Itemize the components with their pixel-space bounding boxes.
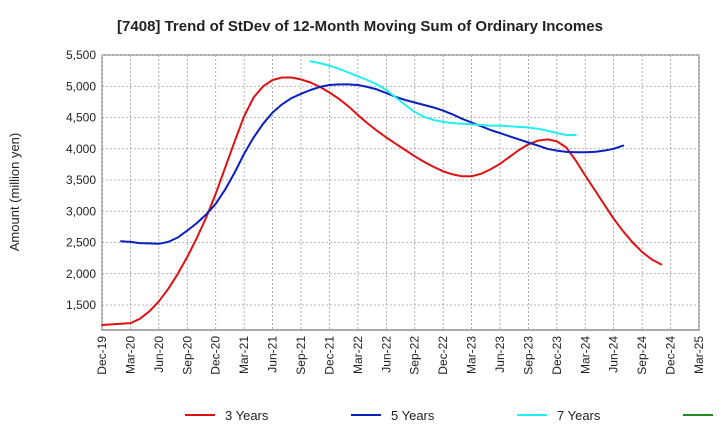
legend-label-7-years: 7 Years	[557, 408, 601, 423]
x-tick-label: Mar-23	[465, 336, 479, 374]
y-tick-label: 4,500	[66, 111, 96, 125]
x-tick-label: Dec-20	[209, 336, 223, 375]
y-tick-label: 5,500	[66, 48, 96, 62]
x-tick-label: Jun-20	[152, 336, 166, 373]
x-tick-label: Jun-23	[493, 336, 507, 373]
x-tick-label: Sep-20	[180, 336, 194, 375]
y-axis-ticks: 1,500 2,000 2,500 3,000 3,500 4,000 4,500 5,000…	[66, 48, 96, 312]
y-tick-label: 3,000	[66, 204, 96, 218]
y-tick-label: 4,000	[66, 142, 96, 156]
plot-area	[101, 54, 700, 331]
series-line-7-years	[309, 60, 577, 136]
y-tick-label: 2,000	[66, 267, 96, 281]
y-tick-label: 5,000	[66, 79, 96, 93]
chart-title: [7408] Trend of StDev of 12-Month Moving…	[117, 18, 603, 35]
x-tick-label: Mar-22	[351, 336, 365, 374]
x-tick-label: Dec-22	[436, 336, 450, 375]
y-tick-label: 1,500	[66, 298, 96, 312]
x-tick-label: Dec-24	[664, 336, 678, 375]
x-tick-label: Sep-22	[408, 336, 422, 375]
x-tick-label: Sep-21	[294, 336, 308, 375]
series-line-5-years	[120, 83, 625, 245]
x-tick-label: Dec-19	[95, 336, 109, 375]
x-tick-label: Mar-21	[237, 336, 251, 374]
x-tick-label: Sep-24	[635, 336, 649, 375]
x-tick-label: Mar-20	[123, 336, 137, 374]
y-tick-label: 2,500	[66, 236, 96, 250]
x-tick-label: Jun-22	[379, 336, 393, 373]
legend-label-5-years: 5 Years	[391, 408, 435, 423]
x-tick-label: Dec-21	[322, 336, 336, 375]
series-lines	[101, 60, 663, 326]
series-line-3-years	[101, 76, 663, 326]
x-tick-label: Mar-24	[578, 336, 592, 374]
y-tick-label: 3,500	[66, 173, 96, 187]
y-axis-label: Amount (million yen)	[7, 133, 22, 252]
x-tick-label: Jun-24	[607, 336, 621, 373]
x-tick-label: Mar-25	[692, 336, 706, 374]
x-tick-label: Dec-23	[550, 336, 564, 375]
x-tick-label: Jun-21	[266, 336, 280, 373]
legend-label-3-years: 3 Years	[225, 408, 269, 423]
x-tick-label: Sep-23	[521, 336, 535, 375]
grid-lines	[101, 54, 700, 330]
x-axis-ticks: Dec-19 Mar-20 Jun-20 Sep-20 Dec-20 Mar-21 Jun-…	[95, 336, 706, 375]
